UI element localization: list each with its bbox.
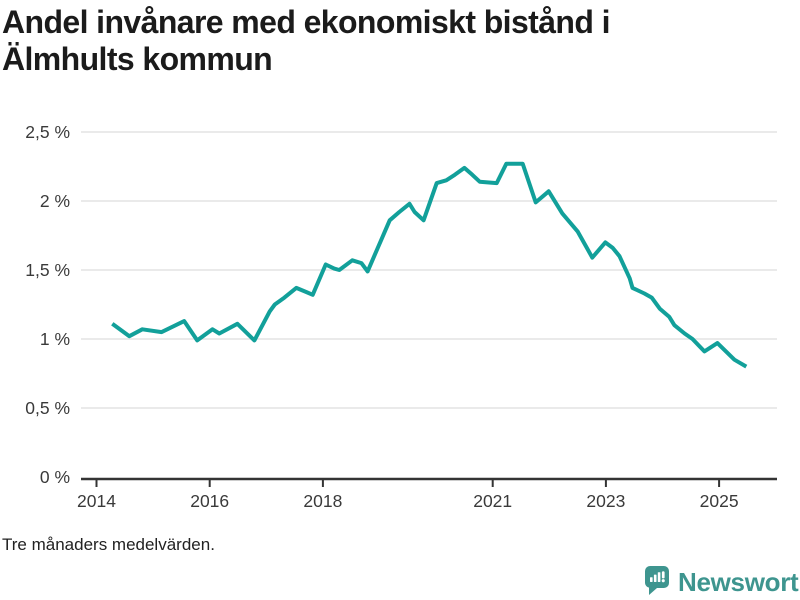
x-axis-tick-label: 2016 <box>190 491 229 511</box>
newsworthy-wordmark: Newsworthy <box>678 567 800 597</box>
newsworthy-logo: Newsworthy <box>645 566 800 596</box>
newsworthy-speech-bubble-bar-chart-icon <box>645 566 669 595</box>
chart-title: Andel invånare med ekonomiskt bistånd i … <box>2 4 782 78</box>
exclamation-bar <box>661 571 665 579</box>
x-axis-tick-label: 2014 <box>77 491 116 511</box>
chart-title-line2: Älmhults kommun <box>2 41 273 77</box>
data-line-series <box>111 161 748 369</box>
line-chart-canvas: 0 % 0,5 % 1 % 1,5 % 2 % 2,5 % 2014 2016 2018 2021… <box>25 122 777 511</box>
y-axis-tick-label: 2,5 % <box>25 122 70 142</box>
chart-title-line1: Andel invånare med ekonomiskt bistånd i <box>2 4 610 40</box>
y-axis-tick-label: 0,5 % <box>25 398 70 418</box>
bar-chart-glyph <box>650 571 665 583</box>
y-axis-tick-label: 1 % <box>40 329 70 349</box>
x-axis-tick-label: 2025 <box>700 491 739 511</box>
y-axis-tick-label: 1,5 % <box>25 260 70 280</box>
x-axis-tick-label: 2023 <box>586 491 625 511</box>
y-axis-tick-label: 0 % <box>40 467 70 487</box>
exclamation-dot <box>661 579 665 583</box>
x-axis-tick-label: 2021 <box>473 491 512 511</box>
chart-footnote: Tre månaders medelvärden. <box>2 535 215 554</box>
speech-bubble-shape <box>645 566 669 595</box>
x-axis-tick-label: 2018 <box>303 491 342 511</box>
y-axis-tick-label: 2 % <box>40 191 70 211</box>
